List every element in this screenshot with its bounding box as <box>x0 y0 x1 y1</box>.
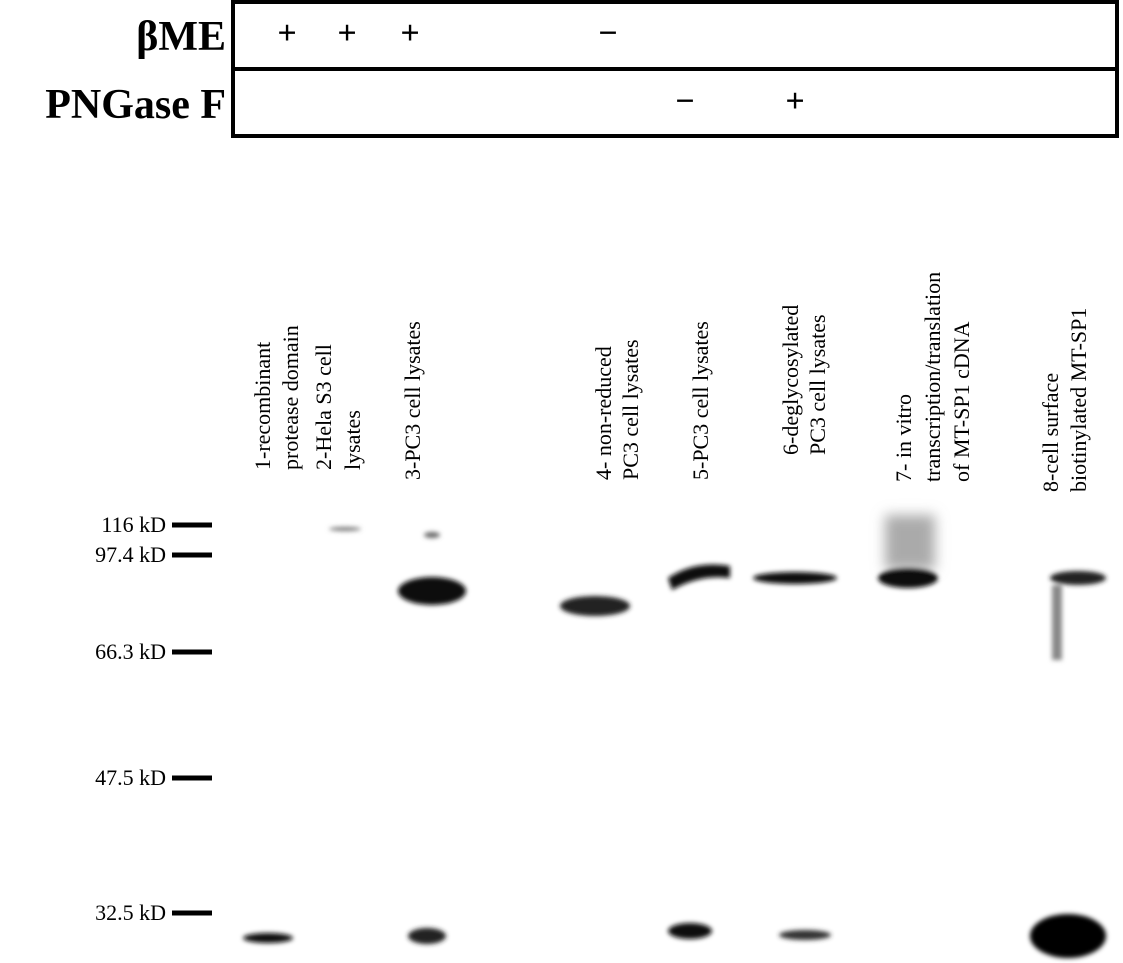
sign: + <box>400 15 419 52</box>
markers: 116 kD 97.4 kD 66.3 kD 47.5 kD 32.5 kD <box>95 512 212 925</box>
lane-label: biotinylated MT-SP1 <box>1066 308 1091 492</box>
bands <box>243 515 1106 958</box>
marker-tick <box>172 776 212 781</box>
marker-tick <box>172 523 212 528</box>
sign: − <box>675 83 694 120</box>
row-label: PNGase F <box>45 82 226 128</box>
lane-label: transcription/translation <box>920 272 945 482</box>
lane-label: 6-deglycosylated <box>778 305 803 455</box>
lane-label: 8-cell surface <box>1038 373 1063 492</box>
lane-label: 2-Hela S3 cell <box>311 344 336 470</box>
lane-label: 1-recombinant <box>250 342 275 470</box>
marker-label: 97.4 kD <box>95 542 166 567</box>
marker-label: 116 kD <box>101 512 166 537</box>
lane-label: 5-PC3 cell lysates <box>688 321 713 480</box>
blot-figure: βME + + + − PNGase F − + 1-recombinantprotease … <box>0 0 1123 963</box>
sign: + <box>337 15 356 52</box>
marker-tick <box>172 650 212 655</box>
sign: − <box>598 15 617 52</box>
marker-label: 66.3 kD <box>95 639 166 664</box>
marker-label: 47.5 kD <box>95 765 166 790</box>
lane-label: lysates <box>340 410 365 470</box>
lane-label: PC3 cell lysates <box>805 314 830 455</box>
row-label: βME <box>136 14 226 60</box>
lane-label: of MT-SP1 cDNA <box>949 321 974 482</box>
sign: + <box>785 83 804 120</box>
marker-tick <box>172 911 212 916</box>
lane-label: PC3 cell lysates <box>618 339 643 480</box>
lane-label: 3-PC3 cell lysates <box>400 321 425 480</box>
lane-label: 4- non-reduced <box>591 346 616 480</box>
lane-label: 7- in vitro <box>891 394 916 482</box>
lane-label: protease domain <box>278 325 303 470</box>
marker-tick <box>172 553 212 558</box>
marker-label: 32.5 kD <box>95 900 166 925</box>
sign: + <box>277 15 296 52</box>
